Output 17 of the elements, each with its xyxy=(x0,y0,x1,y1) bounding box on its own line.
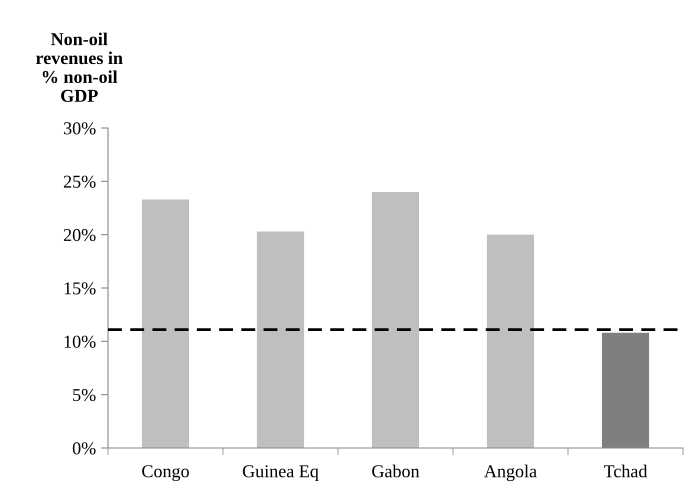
y-tick-label: 15% xyxy=(64,282,96,294)
y-tick-label: 0% xyxy=(72,442,96,454)
y-tick-label: 20% xyxy=(64,228,96,242)
y-tick-label: 10% xyxy=(64,336,96,348)
y-tick-label: 5% xyxy=(73,388,96,402)
bar xyxy=(486,234,534,448)
y-axis-title: Non-oil revenues in % non-oil GDP xyxy=(36,32,123,102)
x-tick-label: Congo xyxy=(142,465,189,482)
x-tick-label: Tchad xyxy=(604,464,648,478)
x-tick-label: Angola xyxy=(484,464,537,482)
y-tick-label: 25% xyxy=(64,176,96,188)
bar xyxy=(256,231,304,448)
x-tick-label: Gabon xyxy=(372,464,420,478)
bar xyxy=(142,199,190,448)
y-tick-label: 30% xyxy=(64,122,96,134)
x-tick-label: Guinea Eq xyxy=(242,465,319,482)
bar xyxy=(372,192,420,448)
